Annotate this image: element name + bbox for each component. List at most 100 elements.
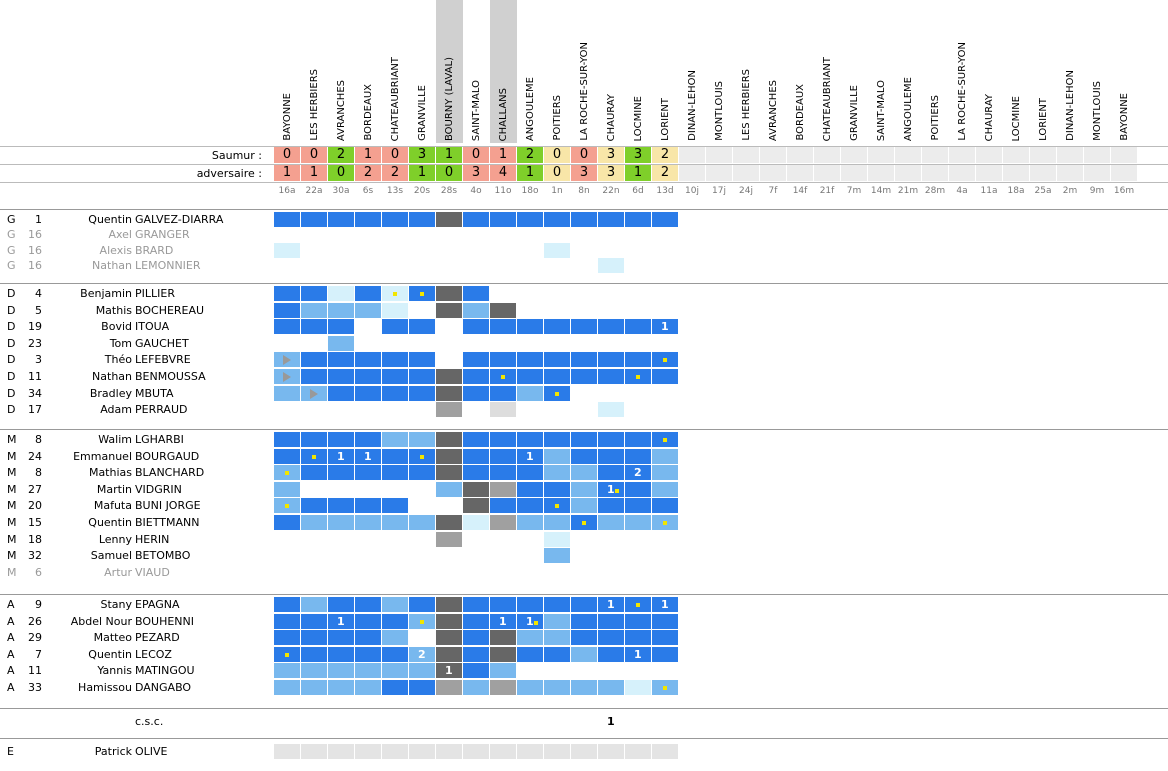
- opponent-header: SAINT-MALO: [463, 0, 490, 143]
- coach-match-cell: [598, 744, 624, 759]
- match-cell: [355, 613, 381, 629]
- opponent-header: MONTLOUIS: [706, 0, 733, 143]
- match-cell: [409, 465, 435, 481]
- match-cell: [355, 515, 381, 530]
- match-cell: [274, 597, 300, 612]
- team-score-cell: 0: [571, 147, 598, 163]
- group-separator: [0, 594, 1168, 595]
- match-cell: [355, 302, 381, 318]
- match-cell: [355, 369, 381, 384]
- match-cell: [328, 286, 354, 301]
- match-cell: [274, 515, 300, 530]
- opponent-name: BOURNY (LAVAL): [444, 56, 455, 141]
- substitute-in-icon: [310, 388, 318, 399]
- match-cell: [517, 385, 543, 401]
- player-number: 1: [35, 213, 42, 226]
- coach-match-cell: [328, 744, 354, 759]
- match-cell: [409, 515, 435, 530]
- opponent-name: LOCMINE: [1011, 95, 1022, 141]
- team-score-cell: [787, 147, 814, 163]
- match-cell: [328, 432, 354, 447]
- match-cell: [463, 646, 489, 662]
- match-cell: [625, 212, 651, 227]
- player-first-name: Bradley: [89, 386, 132, 400]
- opponent-header: GRANVILLE: [409, 0, 436, 143]
- match-cell: [490, 212, 516, 227]
- coach-match-cell: [382, 744, 408, 759]
- opponent-name: AVRANCHES: [336, 79, 347, 141]
- match-cell: [301, 286, 327, 301]
- player-last-name: HERIN: [135, 532, 170, 546]
- player-first-name: Matteo: [93, 631, 132, 645]
- match-cell: [436, 630, 462, 646]
- match-cell: [355, 680, 381, 695]
- match-cell: [355, 385, 381, 401]
- match-cell: [301, 680, 327, 695]
- match-cell: [463, 302, 489, 318]
- opponent-score-cell: [895, 165, 922, 181]
- player-last-name: GRANGER: [135, 228, 190, 242]
- player-first-name: Tom: [109, 336, 132, 350]
- match-cell: [463, 515, 489, 530]
- match-cell: [544, 448, 570, 464]
- match-date: 28m: [924, 186, 946, 196]
- player-last-name: PERRAUD: [135, 403, 188, 417]
- player-number: 11: [28, 664, 42, 678]
- opponent-header: AVRANCHES: [328, 0, 355, 143]
- player-last-name: BIETTMANN: [135, 516, 200, 529]
- player-first-name: Bovid: [101, 320, 132, 334]
- match-cell: [382, 369, 408, 384]
- match-date: 11a: [980, 186, 998, 196]
- match-cell: [463, 680, 489, 695]
- opponent-header: BORDEAUX: [355, 0, 382, 143]
- opponent-name: ANGOULEME: [903, 76, 914, 141]
- player-last-name: GAUCHET: [135, 336, 189, 350]
- opponent-header: MONTLOUIS: [1084, 0, 1111, 143]
- player-number: 8: [35, 466, 42, 480]
- opponent-score-cell: [760, 165, 787, 181]
- team-score-cell: [949, 147, 976, 163]
- match-cell: [355, 286, 381, 301]
- player-last-name: MBUTA: [135, 386, 174, 400]
- match-date: 8n: [578, 186, 590, 196]
- match-cell: [328, 352, 354, 368]
- player-position: G: [7, 243, 16, 257]
- match-cell: [571, 352, 597, 368]
- opponent-header: CHALLANS: [490, 0, 517, 143]
- player-first-name: Lenny: [98, 532, 132, 546]
- team-score-cell: 0: [544, 147, 571, 163]
- match-cell: [382, 212, 408, 227]
- match-cell: [463, 286, 489, 301]
- player-position: A: [7, 614, 15, 628]
- match-cell: [598, 646, 624, 662]
- player-number: 16: [28, 228, 42, 242]
- opponent-header: POITIERS: [544, 0, 571, 143]
- match-cell: [436, 613, 462, 629]
- opponent-name: MONTLOUIS: [1092, 81, 1103, 141]
- coach-match-cell: [355, 744, 381, 759]
- player-position: D: [7, 403, 16, 417]
- match-cell: [544, 319, 570, 335]
- goal-count: 1: [661, 320, 669, 334]
- opponent-score-cell: 1: [625, 165, 652, 181]
- match-cell: [328, 646, 354, 662]
- player-number: 23: [28, 336, 42, 350]
- team-score-cell: 0: [382, 147, 409, 163]
- match-cell: [328, 680, 354, 695]
- player-position: M: [7, 449, 17, 463]
- match-cell: [517, 646, 543, 662]
- opponent-header: BOURNY (LAVAL): [436, 0, 463, 143]
- player-number: 16: [28, 243, 42, 257]
- goal-count: 1: [337, 614, 345, 628]
- match-cell: [571, 319, 597, 335]
- player-position: M: [7, 532, 17, 546]
- player-number: 29: [28, 631, 42, 645]
- match-cell: [463, 663, 489, 679]
- yellow-card-icon: [420, 619, 424, 624]
- opponent-score-label: adversaire :: [196, 167, 262, 180]
- yellow-card-icon: [555, 504, 559, 509]
- player-number: 20: [28, 499, 42, 513]
- match-cell: [517, 432, 543, 447]
- match-cell: [463, 613, 489, 629]
- coach-match-cell: [436, 744, 462, 759]
